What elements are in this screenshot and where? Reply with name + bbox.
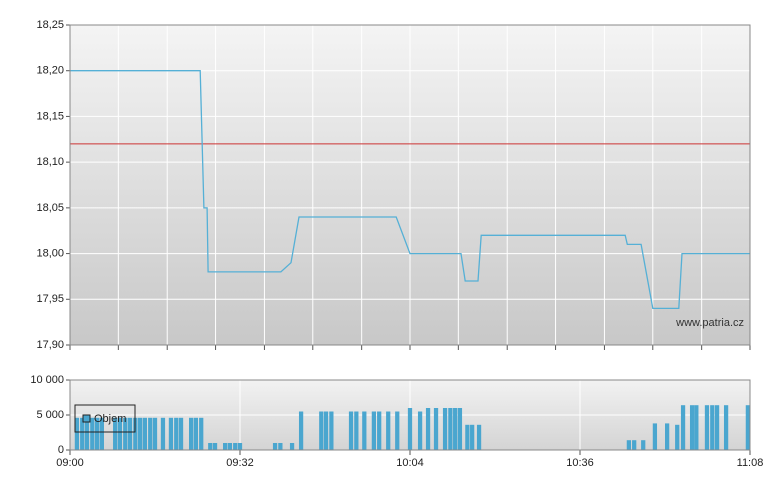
volume-bar xyxy=(652,423,658,450)
volume-bar xyxy=(665,423,670,450)
x-tick-label: 09:00 xyxy=(56,457,84,469)
volume-bar xyxy=(417,411,423,450)
volume-bar xyxy=(84,417,90,450)
volume-bar xyxy=(329,411,334,450)
volume-bar xyxy=(138,417,143,450)
volume-bar xyxy=(710,405,715,450)
y-tick-label: 17,95 xyxy=(36,293,64,305)
volume-bar xyxy=(80,417,85,450)
y-tick-label: 5 000 xyxy=(36,409,64,421)
volume-bar xyxy=(123,417,128,450)
volume-bar xyxy=(407,408,413,450)
volume-bar xyxy=(395,411,400,450)
x-tick-label: 11:08 xyxy=(737,457,764,469)
volume-bar xyxy=(433,408,439,450)
volume-bar xyxy=(714,405,720,450)
volume-bar xyxy=(208,443,213,450)
volume-bar xyxy=(113,417,118,450)
y-tick-label: 18,05 xyxy=(36,202,64,214)
volume-bar xyxy=(74,417,80,450)
volume-bar xyxy=(160,417,166,450)
volume-bar xyxy=(189,417,194,450)
volume-bar xyxy=(470,424,475,450)
volume-bar xyxy=(94,417,100,450)
y-tick-label: 18,20 xyxy=(36,65,64,77)
volume-bar xyxy=(689,405,695,450)
volume-bar xyxy=(425,408,431,450)
volume-bar xyxy=(694,405,699,450)
volume-bar xyxy=(632,440,637,450)
legend-label: Objem xyxy=(94,413,126,425)
volume-bar xyxy=(453,408,458,450)
x-tick-label: 09:32 xyxy=(226,457,254,469)
volume-bar xyxy=(289,443,295,450)
volume-bar xyxy=(227,443,233,450)
x-tick-label: 10:04 xyxy=(396,457,424,469)
price-line xyxy=(70,70,750,310)
volume-bar xyxy=(465,424,470,450)
legend-swatch xyxy=(82,414,91,423)
volume-bar xyxy=(745,405,750,450)
volume-bar xyxy=(233,443,238,450)
volume-bar xyxy=(152,417,158,450)
volume-bar xyxy=(142,417,148,450)
volume-bar xyxy=(626,440,631,450)
volume-bar xyxy=(127,417,133,450)
volume-bar xyxy=(348,411,354,450)
y-tick-label: 18,25 xyxy=(36,19,64,31)
volume-bar xyxy=(223,443,228,450)
volume-bar xyxy=(178,417,184,450)
y-tick-label: 18,15 xyxy=(36,110,64,122)
volume-bar xyxy=(377,411,382,450)
volume-bar xyxy=(386,411,391,450)
volume-bar xyxy=(237,443,243,450)
y-tick-label: 18,10 xyxy=(36,156,64,168)
volume-bar xyxy=(723,405,729,450)
volume-bar xyxy=(298,411,304,450)
volume-bar xyxy=(278,443,283,450)
volume-bar xyxy=(362,411,367,450)
volume-bar xyxy=(319,411,324,450)
volume-bar xyxy=(371,411,376,450)
volume-bar xyxy=(448,408,453,450)
volume-bar xyxy=(641,440,646,450)
y-tick-label: 17,90 xyxy=(36,339,64,351)
plot-border xyxy=(69,379,751,451)
volume-bar xyxy=(174,417,179,450)
volume-bar xyxy=(168,417,174,450)
volume-bar xyxy=(704,405,710,450)
volume-bar xyxy=(199,417,204,450)
volume-bar xyxy=(323,411,329,450)
volume-bar xyxy=(457,408,463,450)
x-tick-label: 10:36 xyxy=(566,457,594,469)
volume-bar xyxy=(117,417,123,450)
volume-bar xyxy=(354,411,359,450)
watermark: www.patria.cz xyxy=(675,317,744,329)
volume-bar xyxy=(133,417,138,450)
volume-bar xyxy=(442,408,448,450)
y-tick-label: 10 000 xyxy=(30,374,64,386)
plot-border xyxy=(69,24,751,346)
volume-bar xyxy=(680,405,686,450)
volume-bar xyxy=(476,424,482,450)
volume-bar xyxy=(90,417,95,450)
volume-bar xyxy=(148,417,153,450)
volume-bar xyxy=(212,443,218,450)
volume-bar xyxy=(99,417,104,450)
volume-bar xyxy=(193,417,199,450)
y-tick-label: 0 xyxy=(58,444,64,456)
legend-box xyxy=(74,404,136,433)
volume-bar xyxy=(675,424,680,450)
volume-bar xyxy=(272,443,278,450)
y-tick-label: 18,00 xyxy=(36,247,64,259)
